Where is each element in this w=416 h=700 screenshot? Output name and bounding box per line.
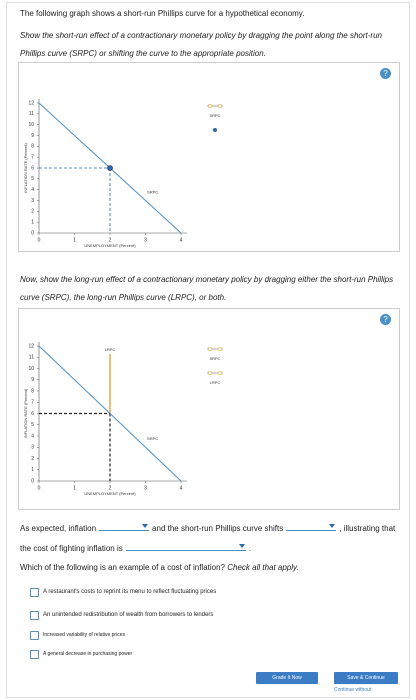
graph-panel: 0 1 2 3 4 5 6 7 8 9 10 11 12 0 1 2 3 4 UNEMPLOYMENT (Perce… — [18, 62, 400, 252]
y-tick-label: 7 — [31, 400, 34, 406]
legend-icon — [217, 346, 223, 352]
dropdown[interactable] — [286, 522, 337, 531]
x-tick-label: 0 — [38, 237, 41, 243]
frame — [6, 2, 410, 698]
y-tick-label: 7 — [31, 154, 34, 160]
graph-panel: 0 1 2 3 4 5 6 7 8 9 10 11 12 0 1 2 3 4 UNEMPLOYMENT (Perce… — [18, 308, 400, 510]
y-tick-label: 9 — [31, 377, 34, 383]
x-tick-label: 4 — [180, 485, 183, 491]
y-axis-label: INFLATION RATE (Percent) — [23, 143, 28, 193]
dropdown[interactable] — [99, 522, 150, 531]
y-tick-label: 5 — [31, 176, 34, 182]
y-tick-label: 12 — [28, 343, 34, 349]
legend-icon — [207, 346, 213, 352]
x-axis-label: UNEMPLOYMENT (Percent) — [84, 243, 136, 248]
legend-label: LRPC — [210, 380, 221, 385]
y-tick-label: 1 — [31, 219, 34, 225]
help-icon[interactable]: ? — [380, 314, 391, 325]
y-tick-label: 3 — [31, 198, 34, 204]
task-2: Now, show the long-run effect of a contr… — [20, 275, 394, 302]
y-tick-label: 12 — [28, 100, 34, 106]
checkbox[interactable] — [30, 611, 39, 620]
y-tick-label: 4 — [31, 433, 34, 439]
y-tick-label: 0 — [31, 230, 34, 236]
srpc-line — [38, 345, 182, 482]
legend-icon — [207, 370, 213, 376]
x-tick-label: 3 — [144, 237, 147, 243]
x-tick-label: 4 — [180, 237, 183, 243]
y-tick-label: 10 — [28, 122, 34, 128]
y-tick-label: 9 — [31, 133, 34, 139]
option-text: A general decrease in purchasing power — [43, 651, 133, 657]
legend-icon — [213, 128, 217, 132]
checkbox[interactable] — [30, 650, 39, 659]
legend-icon — [217, 370, 223, 376]
y-tick-label: 3 — [31, 445, 34, 451]
checkbox[interactable] — [30, 631, 39, 640]
x-axis-label: UNEMPLOYMENT (Percent) — [84, 491, 136, 496]
prompt-note: Check all that apply. — [227, 563, 299, 572]
question-text: and the short-run Phillips curve shifts — [152, 524, 284, 533]
question-text: , illustrating that the cost of fighting… — [20, 524, 396, 553]
legend-label: SRPC — [209, 356, 220, 361]
intro: The following graph shows a short-run Ph… — [20, 9, 305, 18]
option-text: An unintended redistribution of wealth f… — [43, 612, 214, 618]
y-tick-label: 11 — [29, 111, 34, 117]
y-tick-label: 8 — [31, 144, 34, 150]
question-text: As expected, inflation — [20, 524, 97, 533]
y-tick-label: 2 — [31, 456, 34, 462]
lrpc-label: LRPC — [105, 347, 116, 352]
y-tick-label: 1 — [31, 467, 34, 473]
legend-icon — [207, 103, 213, 109]
y-tick-label: 6 — [31, 411, 34, 417]
x-tick-label: 3 — [144, 485, 147, 491]
y-tick-label: 2 — [31, 209, 34, 215]
option-text: A restaurant's costs to reprint its menu… — [43, 589, 217, 595]
y-tick-label: 0 — [31, 478, 34, 484]
dropdown[interactable] — [125, 542, 246, 551]
y-axis-label: INFLATION RATE (Percent) — [23, 388, 28, 438]
y-tick-label: 11 — [29, 355, 34, 361]
save-button[interactable]: Save & Continue — [334, 672, 398, 684]
y-tick-label: 6 — [31, 165, 34, 171]
legend-icon — [217, 103, 223, 109]
help-icon[interactable]: ? — [380, 68, 391, 79]
option-text: Increased variability of relative prices — [43, 632, 125, 638]
x-tick-label: 2 — [109, 237, 112, 243]
prompt-text: Which of the following is an example of … — [20, 563, 225, 572]
question: As expected, inflation and the short-run … — [20, 519, 404, 559]
x-tick-label: 0 — [38, 485, 41, 491]
x-tick-label: 1 — [73, 485, 76, 491]
checkbox[interactable] — [30, 588, 39, 597]
x-tick-label: 2 — [109, 485, 112, 491]
y-tick-label: 10 — [28, 366, 34, 372]
y-tick-label: 5 — [31, 422, 34, 428]
point — [107, 165, 113, 171]
mc-prompt: Which of the following is an example of … — [20, 560, 404, 576]
continue-link[interactable]: Continue without — [334, 687, 372, 693]
task-1: Show the short-run effect of a contracti… — [20, 31, 382, 58]
x-tick-label: 1 — [73, 237, 76, 243]
y-tick-label: 4 — [31, 187, 34, 193]
y-tick-label: 8 — [31, 388, 34, 394]
srpc-label: SRPC — [147, 436, 158, 441]
question-text: . — [248, 544, 251, 553]
srpc-label: SRPC — [147, 189, 158, 194]
legend-label: SRPC — [209, 113, 220, 118]
grade-button[interactable]: Grade It Now — [256, 672, 318, 684]
